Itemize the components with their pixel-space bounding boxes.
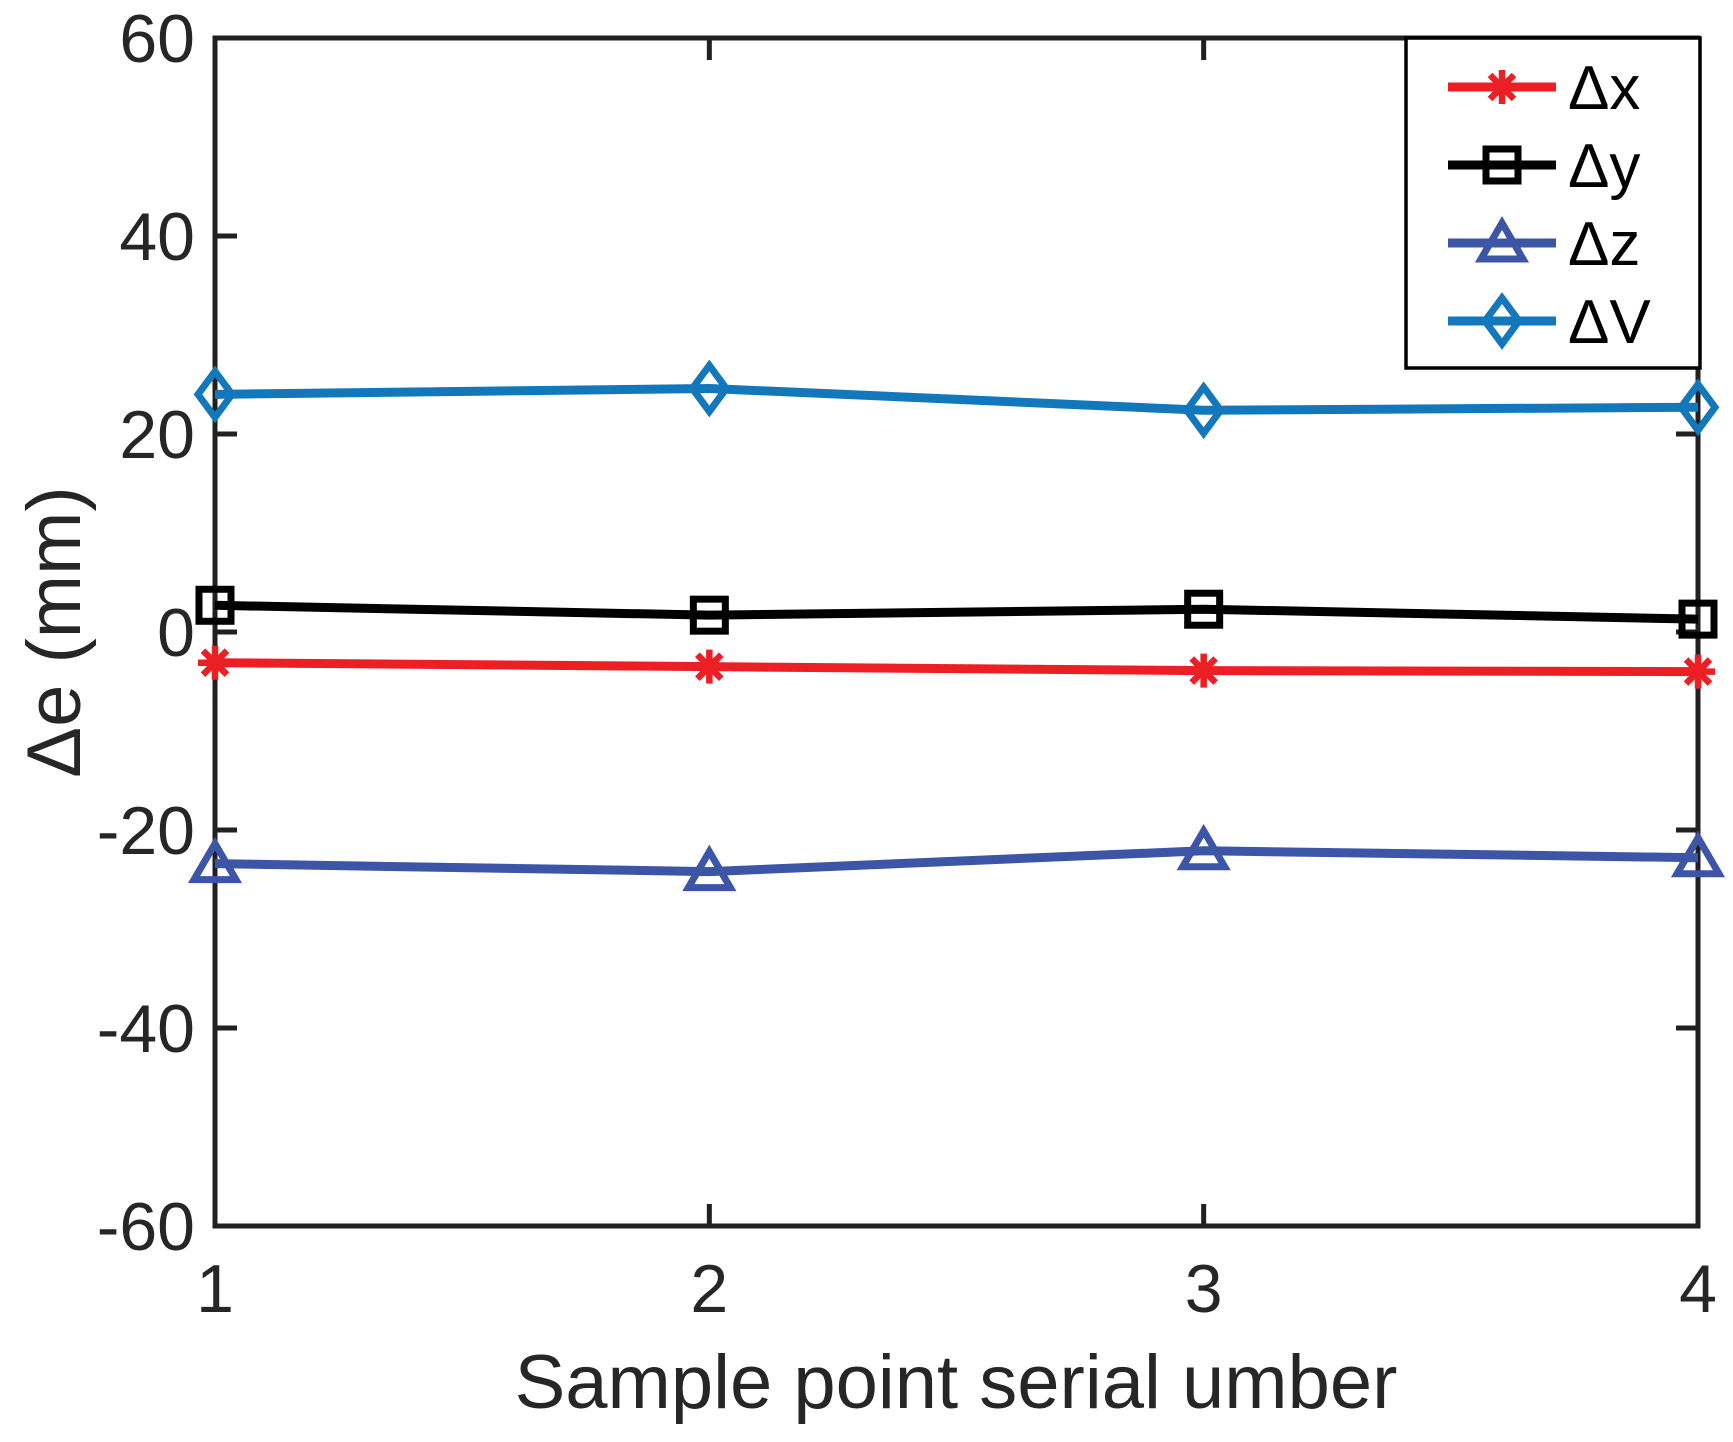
legend-item: ΔV [1448,288,1651,357]
series-delta-v [193,359,1720,440]
marker-square [1482,145,1522,185]
marker-triangle [1176,823,1231,871]
y-tick-label: 60 [119,1,195,77]
x-tick-label: 2 [690,1251,728,1327]
data-series-group [187,359,1726,892]
x-tick-label: 3 [1185,1251,1223,1327]
marker-diamond [1676,378,1720,437]
marker-square [689,595,729,635]
series-delta-x [198,645,1715,689]
y-tick-label: 0 [157,595,195,671]
x-tick-label: 4 [1679,1251,1717,1327]
legend-item: Δx [1448,54,1640,123]
x-axis-label: Sample point serial umber [515,1340,1398,1425]
tick-labels: -60 -40 -20 0 20 40 60 1 2 3 4 [97,1,1717,1327]
series-delta-y [195,585,1718,639]
series-line [214,846,1699,877]
marker-asterisk [1186,653,1221,688]
series-line [214,383,1699,415]
marker-asterisk [198,645,232,680]
marker-asterisk [1681,654,1715,689]
marker-square [1678,599,1718,639]
legend-item: Δz [1448,210,1640,279]
marker-triangle [682,844,737,892]
legend-box: Δx Δy Δz ΔV [1404,36,1702,370]
y-tick-label: -60 [97,1189,195,1265]
series-line [214,658,1699,677]
marker-asterisk [692,649,727,684]
series-line [214,600,1699,624]
marker-triangle [1474,216,1530,263]
marker-diamond [193,365,237,424]
legend-label: Δy [1568,132,1640,201]
marker-diamond [1182,381,1226,440]
y-tick-label: -20 [97,793,195,869]
marker-asterisk [1485,70,1519,104]
legend-label: Δx [1568,54,1640,123]
legend-item: Δy [1448,132,1640,201]
legend-frame [1404,36,1702,370]
legend-label: Δz [1568,210,1640,279]
marker-diamond [1480,292,1524,350]
marker-square [1184,589,1224,629]
y-tick-label: 20 [119,397,195,473]
marker-diamond [687,359,731,418]
legend-label: ΔV [1568,288,1651,357]
series-delta-z [187,823,1726,892]
y-tick-label: -40 [97,991,195,1067]
y-tick-label: 40 [119,199,195,275]
marker-triangle [187,836,243,884]
x-tick-label: 1 [196,1251,234,1327]
y-axis-label: Δe (mm) [12,486,97,777]
marker-triangle [1670,830,1726,878]
marker-square [195,585,235,625]
